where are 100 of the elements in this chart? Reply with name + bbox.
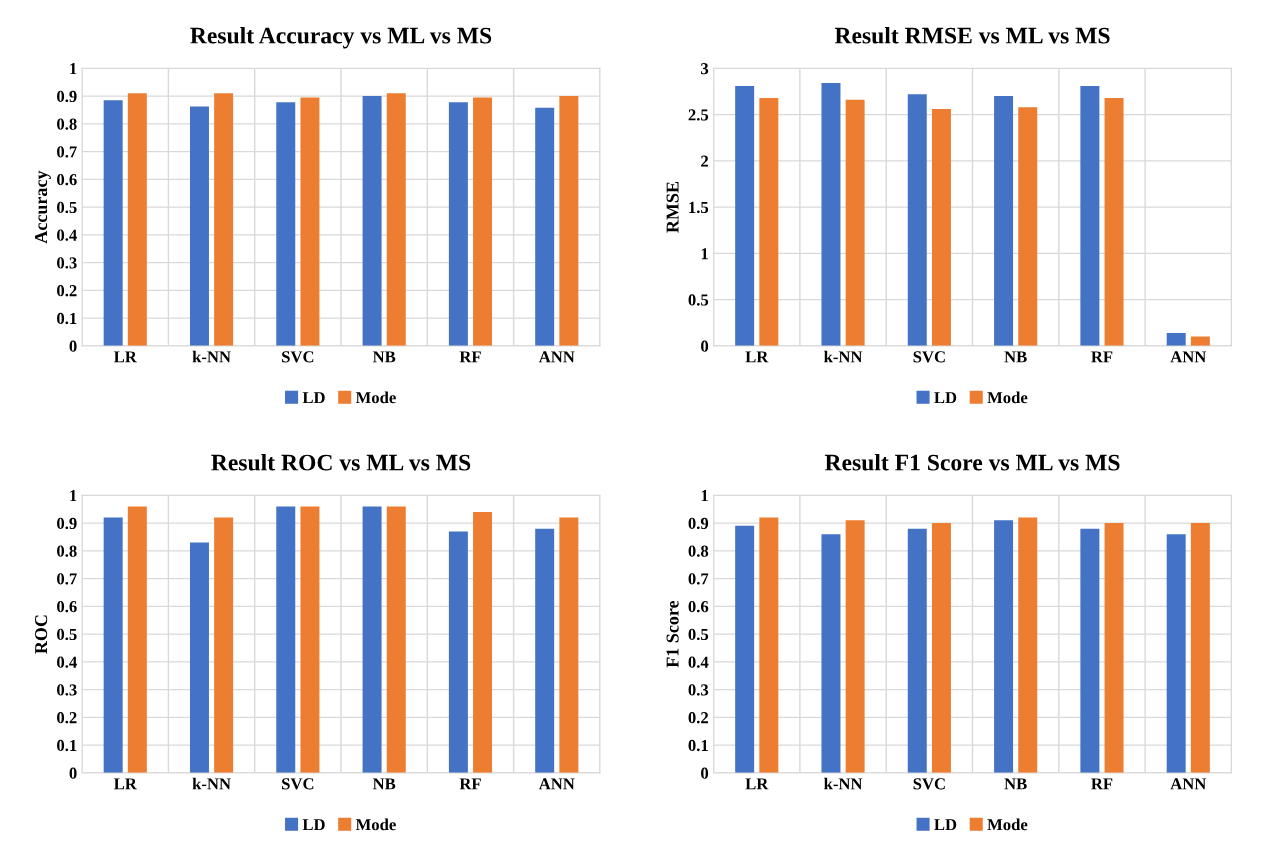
y-tick-label: 0.5 [57,628,77,641]
y-tick-label: 3 [701,63,709,75]
legend-label: LD [302,392,325,404]
x-tick-label: k-NN [192,350,231,363]
bar [994,520,1014,773]
bar [386,506,406,773]
bar [1166,534,1186,773]
legend-label: LD [934,392,957,404]
x-tick-label: ANN [1170,778,1207,790]
bar [759,517,779,773]
legend-label: Mode [987,818,1028,831]
x-tick-label: k-NN [824,777,863,790]
x-tick-label: LR [113,778,137,790]
y-tick-label: 0.5 [688,628,709,641]
y-tick-label: 0.2 [57,712,77,724]
y-tick-label: 0.8 [688,545,709,557]
y-tick-label: 2.5 [688,109,709,121]
x-tick-label: NB [372,351,396,363]
legend-label: Mode [355,818,396,831]
bar [214,517,234,773]
legend-label: LD [934,819,957,831]
y-tick-label: 0.3 [688,684,709,696]
y-axis-title: F1 Score [666,600,679,668]
legend-label: Mode [987,391,1028,404]
y-tick-label: 0.9 [57,517,77,530]
y-tick-label: 1 [701,248,708,260]
bar [735,525,755,773]
y-tick-label: 0 [701,767,709,779]
bar [907,528,927,773]
x-tick-label: LR [745,778,769,790]
bar [735,85,755,346]
y-tick-label: 0.1 [57,312,77,325]
bar [845,99,865,346]
bar [189,542,209,773]
bar [1080,528,1100,773]
x-tick-label: RF [1091,351,1113,363]
y-tick-label: 0.3 [57,684,77,696]
y-tick-label: 2 [701,155,709,167]
chart-title: Result ROC vs ML vs MS [211,453,471,471]
y-tick-label: 0.9 [57,90,77,103]
y-tick-label: 0.5 [57,201,77,214]
x-tick-label: RF [459,778,481,790]
x-tick-label: SVC [282,351,314,363]
bar [821,534,841,773]
chart-title: Result F1 Score vs ML vs MS [824,453,1120,471]
y-tick-label: 1 [70,490,77,502]
y-tick-label: 1.5 [689,201,709,214]
bar [362,506,382,773]
y-tick-label: 0.5 [688,294,709,306]
y-tick-label: 1 [70,63,77,75]
y-tick-label: 0 [701,340,709,352]
x-tick-label: ANN [538,778,575,790]
bar [276,506,296,773]
bar [127,506,147,773]
y-tick-label: 0.6 [57,601,77,613]
bar [1104,523,1124,773]
bar [931,109,951,346]
legend-label: Mode [355,391,396,404]
x-tick-label: RF [459,351,481,363]
y-tick-label: 0.6 [57,174,77,186]
bar [1018,517,1038,773]
y-tick-label: 0 [69,340,77,352]
y-tick-label: 0.4 [688,656,709,668]
bar [1018,107,1038,346]
y-tick-label: 0.3 [57,257,77,269]
x-tick-label: LR [745,351,769,363]
bar [535,528,555,773]
x-tick-label: NB [372,778,396,790]
x-tick-label: k-NN [824,350,863,363]
bar [1104,97,1124,346]
x-tick-label: ANN [1170,351,1207,363]
bar [821,83,841,346]
y-tick-label: 0 [69,767,77,779]
chart-title: Result Accuracy vs ML vs MS [190,26,492,49]
y-tick-label: 0.4 [57,656,77,668]
x-tick-label: SVC [913,351,945,363]
y-tick-label: 0.4 [57,229,77,241]
y-axis-title: Accuracy [35,170,51,244]
y-tick-label: 0.7 [57,146,77,158]
bar [103,517,123,773]
y-tick-label: 1 [701,490,708,502]
y-tick-label: 0.7 [688,573,709,585]
y-axis-title: ROC [35,615,48,654]
y-tick-label: 0.1 [688,739,708,752]
y-tick-label: 0.1 [57,739,77,752]
bar [907,94,927,346]
x-tick-label: SVC [282,778,314,790]
bar [845,520,865,773]
y-tick-label: 0.8 [57,545,77,557]
bar [473,511,493,773]
y-tick-label: 0.8 [57,118,77,130]
bar [448,531,468,773]
x-tick-label: NB [1004,778,1027,790]
bar [759,97,779,346]
bar [994,96,1014,346]
x-tick-label: RF [1091,778,1113,790]
y-tick-label: 0.2 [57,285,77,297]
bar [559,517,579,773]
y-tick-label: 0.7 [57,573,77,585]
bar [1166,332,1186,346]
